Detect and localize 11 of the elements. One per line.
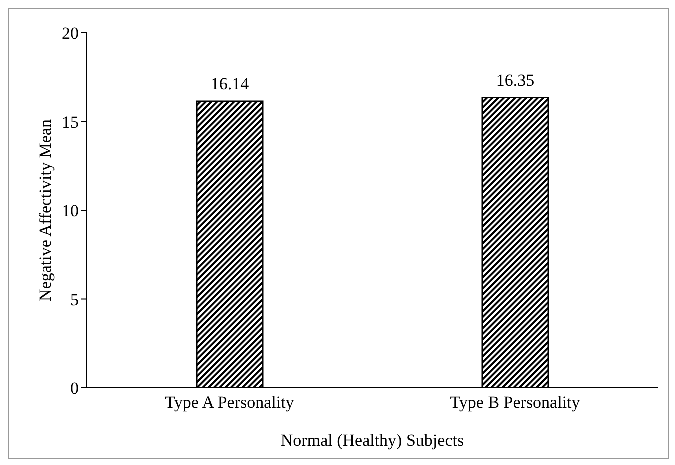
y-axis-title: Negative Affectivity Mean xyxy=(36,119,56,302)
x-axis-title: Normal (Healthy) Subjects xyxy=(280,431,464,450)
data-label: 16.14 xyxy=(210,74,250,94)
x-tick-label: Type B Personality xyxy=(450,393,581,412)
y-tick-label: 20 xyxy=(62,24,79,44)
data-label: 16.35 xyxy=(496,70,535,90)
y-tick-label: 0 xyxy=(70,379,79,398)
y-tick-label: 5 xyxy=(70,290,79,310)
y-tick-label: 15 xyxy=(62,112,79,132)
y-tick-label: 10 xyxy=(62,202,79,221)
x-tick-label: Type A Personality xyxy=(165,393,295,412)
